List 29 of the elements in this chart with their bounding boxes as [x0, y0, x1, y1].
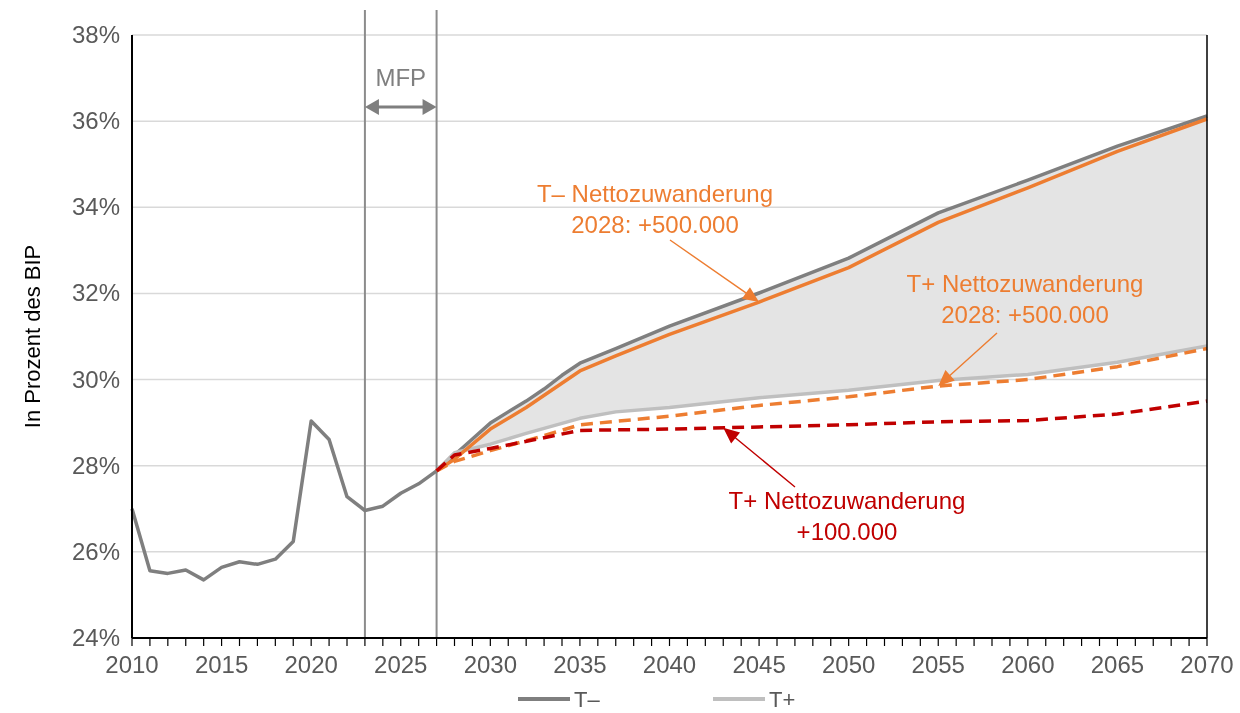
y-tick-label: 30%: [71, 365, 120, 393]
x-tick-label: 2040: [642, 651, 697, 678]
x-tick-label: 2070: [1180, 651, 1234, 678]
x-tick-label: 2025: [374, 651, 428, 678]
annotation: T+ Nettozuwanderung 2028: +500.000: [906, 270, 1144, 328]
x-tick-label: 2065: [1090, 651, 1145, 678]
annotation: T+ Nettozuwanderung +100.000: [728, 487, 966, 545]
x-tick-label: 2045: [732, 651, 786, 678]
x-tick-label: 2015: [194, 651, 249, 678]
x-tick-label: 2055: [911, 651, 965, 678]
legend-label: T–: [574, 687, 601, 712]
x-tick-label: 2035: [553, 651, 607, 678]
x-tick-label: 2060: [1001, 651, 1055, 678]
line-series: [130, 114, 1209, 582]
annotation: T– Nettozuwanderung 2028: +500.000: [536, 180, 774, 238]
annotation: MFP: [375, 64, 427, 91]
x-tick-label: 2010: [105, 651, 159, 678]
y-tick-label: 36%: [71, 107, 120, 135]
legend-label: T+: [769, 687, 796, 712]
y-tick-label: 26%: [71, 537, 120, 565]
y-tick-label: 32%: [71, 279, 120, 307]
x-tick-label: 2030: [463, 651, 518, 678]
x-tick-label: 2020: [284, 651, 338, 678]
y-axis-title: In Prozent des BIP: [20, 244, 45, 429]
y-tick-label: 28%: [71, 451, 120, 479]
y-tick-label: 24%: [71, 624, 120, 651]
x-tick-label: 2050: [821, 651, 876, 678]
y-tick-label: 34%: [71, 193, 120, 221]
y-tick-label: 38%: [71, 21, 120, 48]
